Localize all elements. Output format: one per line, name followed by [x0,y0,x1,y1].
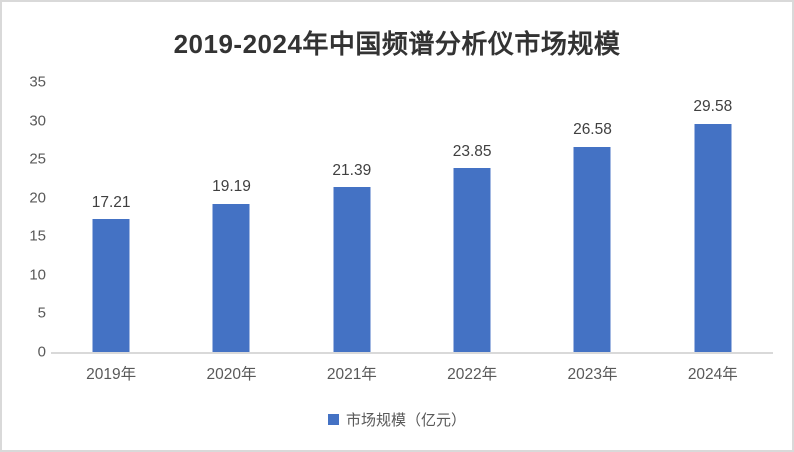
bar [694,123,732,352]
bar-value-label: 21.39 [332,161,372,179]
chart-title: 2019-2024年中国频谱分析仪市场规模 [173,29,621,59]
x-tick-label: 2022年 [447,366,498,383]
x-tick-label: 2019年 [86,366,137,383]
bar-group: 21.39 [292,82,412,352]
legend-swatch [327,414,339,425]
bars-container: 17.21 19.19 21.39 23.85 26.58 29.58 [51,82,773,352]
bar [212,203,250,352]
y-tick-label: 25 [29,150,46,168]
bar-group: 29.58 [653,82,773,352]
y-tick-label: 35 [29,73,46,91]
bar [92,219,130,352]
bar-value-label: 29.58 [693,98,733,116]
y-tick-label: 15 [29,227,46,245]
x-tick-label: 2021年 [326,366,377,383]
bar-group: 26.58 [532,82,652,352]
y-tick-label: 20 [29,189,46,207]
y-axis: 0 5 10 15 20 25 30 35 [2,75,46,360]
bar-group: 17.21 [51,82,171,352]
y-tick-label: 0 [37,343,46,361]
legend-label: 市场规模（亿元） [345,412,466,429]
bar-group: 23.85 [412,82,532,352]
plot-area: 17.21 19.19 21.39 23.85 26.58 29.58 [51,82,773,354]
bar-value-label: 26.58 [573,121,612,139]
y-tick-label: 5 [37,304,46,322]
y-tick-label: 30 [29,112,46,130]
legend: 市场规模（亿元） [2,409,792,430]
bar [333,187,371,352]
x-tick-label: 2023年 [567,366,618,383]
bar-group: 19.19 [171,82,291,352]
y-tick-label: 10 [29,266,46,284]
x-tick-label: 2020年 [206,366,257,383]
bar-value-label: 23.85 [452,142,492,160]
x-axis-labels: 2019年 2020年 2021年 2022年 2023年 2024年 [51,362,773,384]
bar-value-label: 19.19 [212,178,251,196]
bar [453,168,491,352]
bar [573,146,611,352]
bar-value-label: 17.21 [91,193,131,211]
x-tick-label: 2024年 [687,366,738,383]
